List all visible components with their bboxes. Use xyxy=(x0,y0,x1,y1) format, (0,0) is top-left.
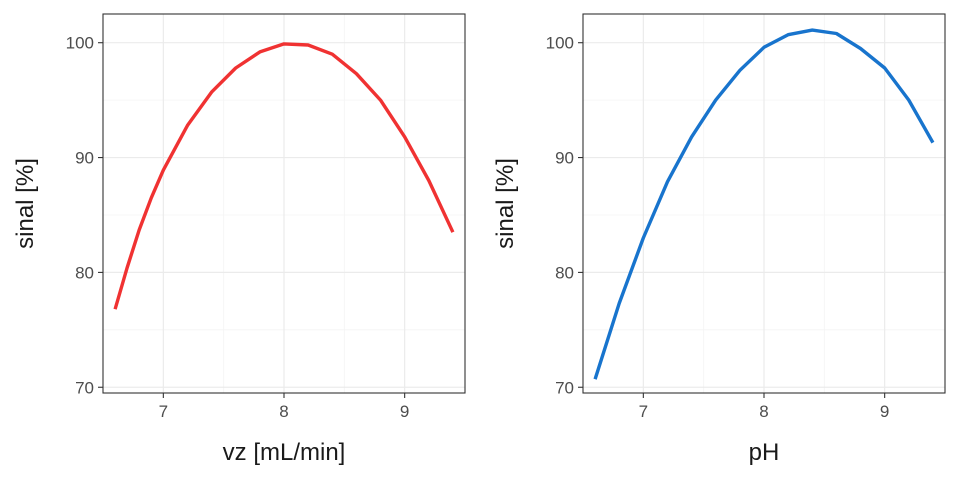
chart-ph: 70 80 90 100 7 8 9 pH sinal [%] xyxy=(492,13,946,466)
x-tick-labels: 7 8 9 xyxy=(159,393,409,421)
gridlines xyxy=(102,14,466,393)
x-tick-label: 8 xyxy=(279,402,288,421)
x-axis-title: pH xyxy=(749,439,780,466)
gridlines xyxy=(582,14,946,393)
y-tick-labels: 70 80 90 100 xyxy=(546,34,583,397)
y-tick-label: 90 xyxy=(555,149,574,168)
y-axis-title: sinal [%] xyxy=(12,158,39,249)
series-group xyxy=(593,28,935,380)
series-line xyxy=(593,28,935,380)
y-tick-label: 100 xyxy=(66,34,94,53)
y-tick-label: 70 xyxy=(75,378,94,397)
x-tick-label: 8 xyxy=(759,402,768,421)
series-line xyxy=(113,42,455,310)
x-axis-title: vz [mL/min] xyxy=(223,439,346,466)
y-axis-title: sinal [%] xyxy=(492,158,519,249)
y-tick-label: 80 xyxy=(555,263,574,282)
chart-vz: 70 80 90 100 7 8 9 vz [mL/min] sinal [%] xyxy=(12,13,466,466)
panel-border xyxy=(582,13,946,394)
y-tick-label: 70 xyxy=(555,378,574,397)
x-tick-labels: 7 8 9 xyxy=(639,393,889,421)
panel-border xyxy=(102,13,466,394)
x-tick-label: 9 xyxy=(400,402,409,421)
x-tick-label: 7 xyxy=(639,402,648,421)
y-tick-label: 100 xyxy=(546,34,574,53)
x-tick-label: 7 xyxy=(159,402,168,421)
y-tick-labels: 70 80 90 100 xyxy=(66,34,103,397)
y-tick-label: 90 xyxy=(75,149,94,168)
x-tick-label: 9 xyxy=(880,402,889,421)
y-tick-label: 80 xyxy=(75,263,94,282)
series-group xyxy=(113,42,455,310)
